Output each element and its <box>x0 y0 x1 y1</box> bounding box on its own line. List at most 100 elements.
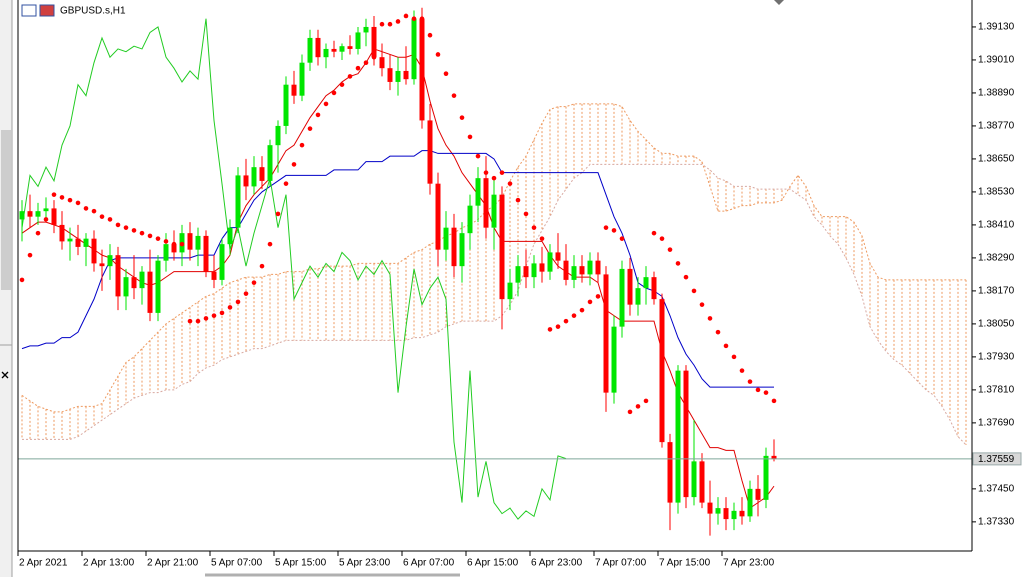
sar-dot <box>659 236 665 241</box>
scrollbar-thumb[interactable] <box>1 130 11 290</box>
sar-dot <box>611 228 617 233</box>
sar-dot <box>435 52 441 57</box>
sar-dot <box>635 404 641 409</box>
sar-dot <box>155 236 161 241</box>
sar-dot <box>195 318 201 324</box>
candle-body <box>27 211 33 217</box>
candle-body <box>59 224 65 242</box>
sar-dot <box>419 16 425 21</box>
candle-body <box>563 260 569 280</box>
cloud-span-b <box>22 163 967 446</box>
sar-dot <box>315 112 321 118</box>
sar-dot <box>427 32 433 38</box>
sar-dot <box>747 379 753 384</box>
candle-body <box>651 277 657 300</box>
sar-dot <box>595 294 601 299</box>
candle-body <box>467 205 473 234</box>
sar-dot <box>651 230 657 236</box>
candle-body <box>771 455 777 459</box>
sar-dot <box>371 54 377 60</box>
sar-dot <box>675 261 681 266</box>
y-tick-label: 1.37810 <box>978 385 1015 396</box>
close-icon[interactable] <box>1 371 9 379</box>
candle-body <box>107 255 113 267</box>
candle-body <box>139 271 145 289</box>
candle-body <box>195 235 201 250</box>
sar-dot <box>219 310 225 316</box>
candle-body <box>547 252 553 272</box>
candle-body <box>171 244 177 253</box>
candle-body <box>627 268 633 305</box>
y-tick-label: 1.38290 <box>978 253 1015 264</box>
candle-body <box>611 326 617 393</box>
candle-body <box>115 255 121 297</box>
candle-body <box>51 208 57 225</box>
candle-body <box>163 244 169 261</box>
sar-dot <box>19 277 25 283</box>
candle-body <box>363 26 369 33</box>
candle-body <box>571 266 577 280</box>
y-tick-label: 1.37690 <box>978 418 1015 429</box>
y-tick-label: 1.38170 <box>978 286 1015 297</box>
sar-dot <box>691 288 697 294</box>
candle-body <box>691 461 697 498</box>
candle-body <box>83 238 89 247</box>
candle-body <box>91 238 97 264</box>
sar-dot <box>115 222 121 228</box>
sar-dot <box>323 101 329 107</box>
candle-body <box>667 442 673 503</box>
sar-dot <box>715 329 721 335</box>
sar-dot <box>563 318 569 324</box>
sar-dot <box>491 175 497 181</box>
y-tick-label: 1.38530 <box>978 187 1015 198</box>
sar-dot <box>763 390 769 395</box>
candle-body <box>275 125 281 146</box>
candle-body <box>579 266 585 275</box>
candle-body <box>219 244 225 280</box>
sar-dot <box>403 13 409 19</box>
sar-dot <box>83 206 89 211</box>
sar-dot <box>395 19 401 24</box>
plot-area <box>19 7 967 536</box>
shift-marker[interactable] <box>774 0 784 5</box>
sar-dot <box>355 65 361 71</box>
y-tick-label: 1.37450 <box>978 484 1015 495</box>
candle-body <box>707 502 713 514</box>
candle-body <box>99 263 105 267</box>
candle-body <box>739 510 745 517</box>
candle-body <box>131 277 137 289</box>
sar-dot <box>499 170 505 175</box>
candle-body <box>459 233 465 267</box>
sar-dot <box>739 368 745 373</box>
sar-dot <box>91 208 97 214</box>
candle-body <box>475 178 481 206</box>
candle-body <box>491 194 497 228</box>
sar-dot <box>723 343 729 349</box>
candle-body <box>675 370 681 503</box>
candle-body <box>379 57 385 69</box>
candle-body <box>283 84 289 126</box>
candle-body <box>203 235 209 272</box>
sar-dot <box>147 233 153 239</box>
sar-dot <box>227 305 233 310</box>
y-tick-label: 1.38770 <box>978 121 1015 132</box>
x-tick-label: 2 Apr 2021 <box>19 558 68 569</box>
candle-body <box>643 277 649 289</box>
sar-dot <box>451 93 457 98</box>
sar-dot <box>291 162 297 167</box>
x-tick-label: 6 Apr 23:00 <box>531 558 583 569</box>
sar-dot <box>523 211 529 217</box>
candle-body <box>531 263 537 278</box>
candle-body <box>603 274 609 393</box>
sar-dot <box>59 195 65 200</box>
x-tick-label: 5 Apr 15:00 <box>275 558 327 569</box>
candle-body <box>499 194 505 300</box>
y-tick-label: 1.38050 <box>978 319 1015 330</box>
candle-body <box>331 48 337 52</box>
candle-body <box>595 260 601 275</box>
sar-dot <box>107 217 113 222</box>
sar-dot <box>443 71 449 76</box>
sar-dot <box>579 307 585 313</box>
sar-dot <box>571 313 577 318</box>
